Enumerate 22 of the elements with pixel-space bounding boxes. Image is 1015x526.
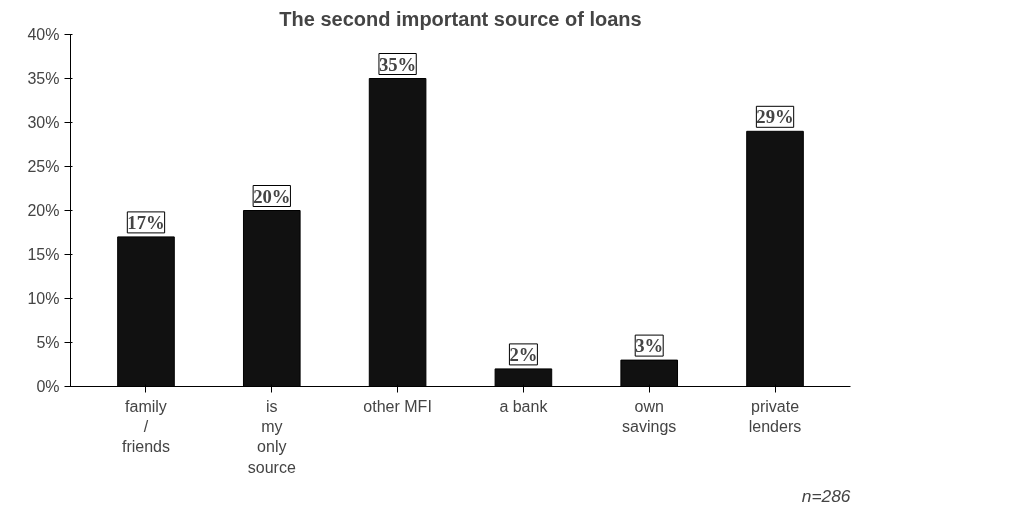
- text: n=286: [801, 485, 851, 506]
- data-label: 20%: [253, 185, 291, 207]
- y-tick-label: 20%: [27, 202, 60, 219]
- y-tick-label: 30%: [27, 114, 60, 131]
- chart-title: The second important source of loans: [279, 7, 642, 30]
- y-tick-label: 5%: [36, 334, 60, 351]
- x-tick-label: is my only source: [247, 397, 296, 476]
- x-tick-label: own savings: [622, 397, 677, 435]
- x-tick-label: a bank: [499, 397, 549, 415]
- data-label: 2%: [509, 343, 538, 365]
- x-tick-label: other MFI: [363, 397, 432, 415]
- y-tick-label: 10%: [27, 290, 60, 307]
- y-tick-label: 15%: [27, 246, 60, 263]
- y-tick-label: 40%: [27, 26, 60, 43]
- data-label: 29%: [756, 106, 794, 128]
- data-label: 3%: [635, 335, 664, 357]
- x-tick-label: family / friends: [121, 397, 170, 456]
- y-tick-label: 0%: [36, 378, 60, 395]
- x-tick-label: private lenders: [748, 397, 802, 435]
- y-tick-label: 25%: [27, 158, 60, 175]
- y-tick-label: 35%: [27, 70, 60, 87]
- data-label: 17%: [127, 211, 165, 233]
